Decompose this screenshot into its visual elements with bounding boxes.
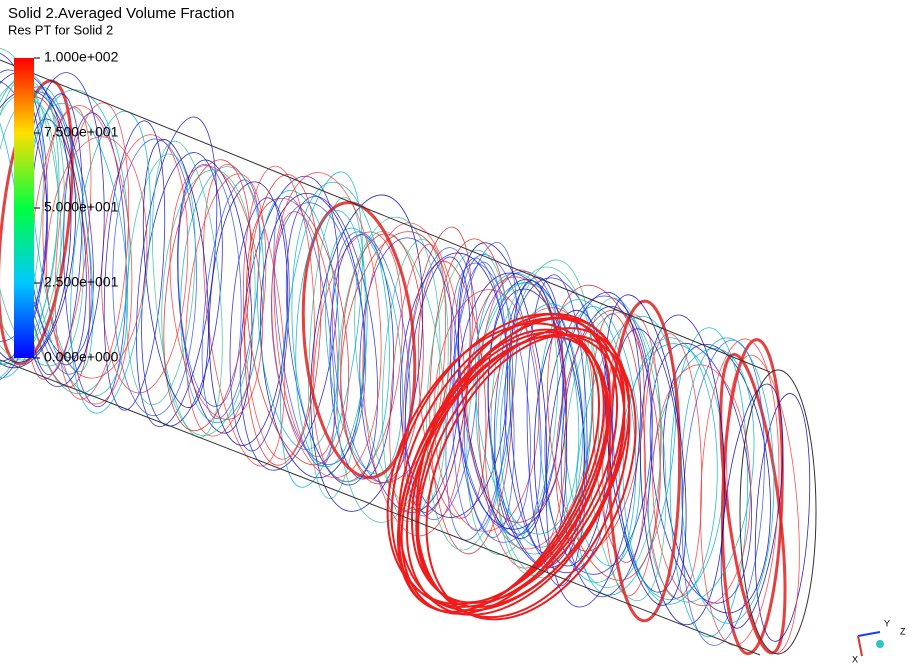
triad-axis <box>858 632 880 636</box>
triad-label: X <box>852 654 858 664</box>
streamline <box>96 119 173 412</box>
legend-title: Solid 2.Averaged Volume Fraction <box>8 5 235 22</box>
triad-label: Z <box>900 626 906 636</box>
streamline <box>718 339 786 655</box>
streamline <box>635 337 766 610</box>
color-bar <box>14 58 34 358</box>
streamline <box>123 113 231 431</box>
streamline <box>133 137 219 411</box>
legend-tick-label: 7.500e+001 <box>44 124 119 140</box>
streamlines <box>0 44 816 657</box>
legend-tick-label: 2.500e+001 <box>44 274 119 290</box>
streamline <box>680 338 774 624</box>
streamline <box>142 138 233 440</box>
streamline <box>119 152 203 407</box>
triad-axis <box>876 640 884 648</box>
streamline <box>169 157 261 436</box>
triad-label: Y <box>884 618 890 628</box>
legend-subtitle: Res PT for Solid 2 <box>8 22 113 37</box>
legend-tick-label: 1.000e+002 <box>44 49 119 65</box>
viewport: Solid 2.Averaged Volume Fraction Res PT … <box>0 0 924 666</box>
triad-axis <box>858 636 862 656</box>
streamline <box>173 163 247 408</box>
legend-tick-label: 5.000e+001 <box>44 199 119 215</box>
legend-tick-label: 0.000e+000 <box>44 349 119 365</box>
page: Solid 2.Averaged Volume Fraction Res PT … <box>0 0 924 666</box>
axis-triad: Y Z X <box>852 618 906 664</box>
